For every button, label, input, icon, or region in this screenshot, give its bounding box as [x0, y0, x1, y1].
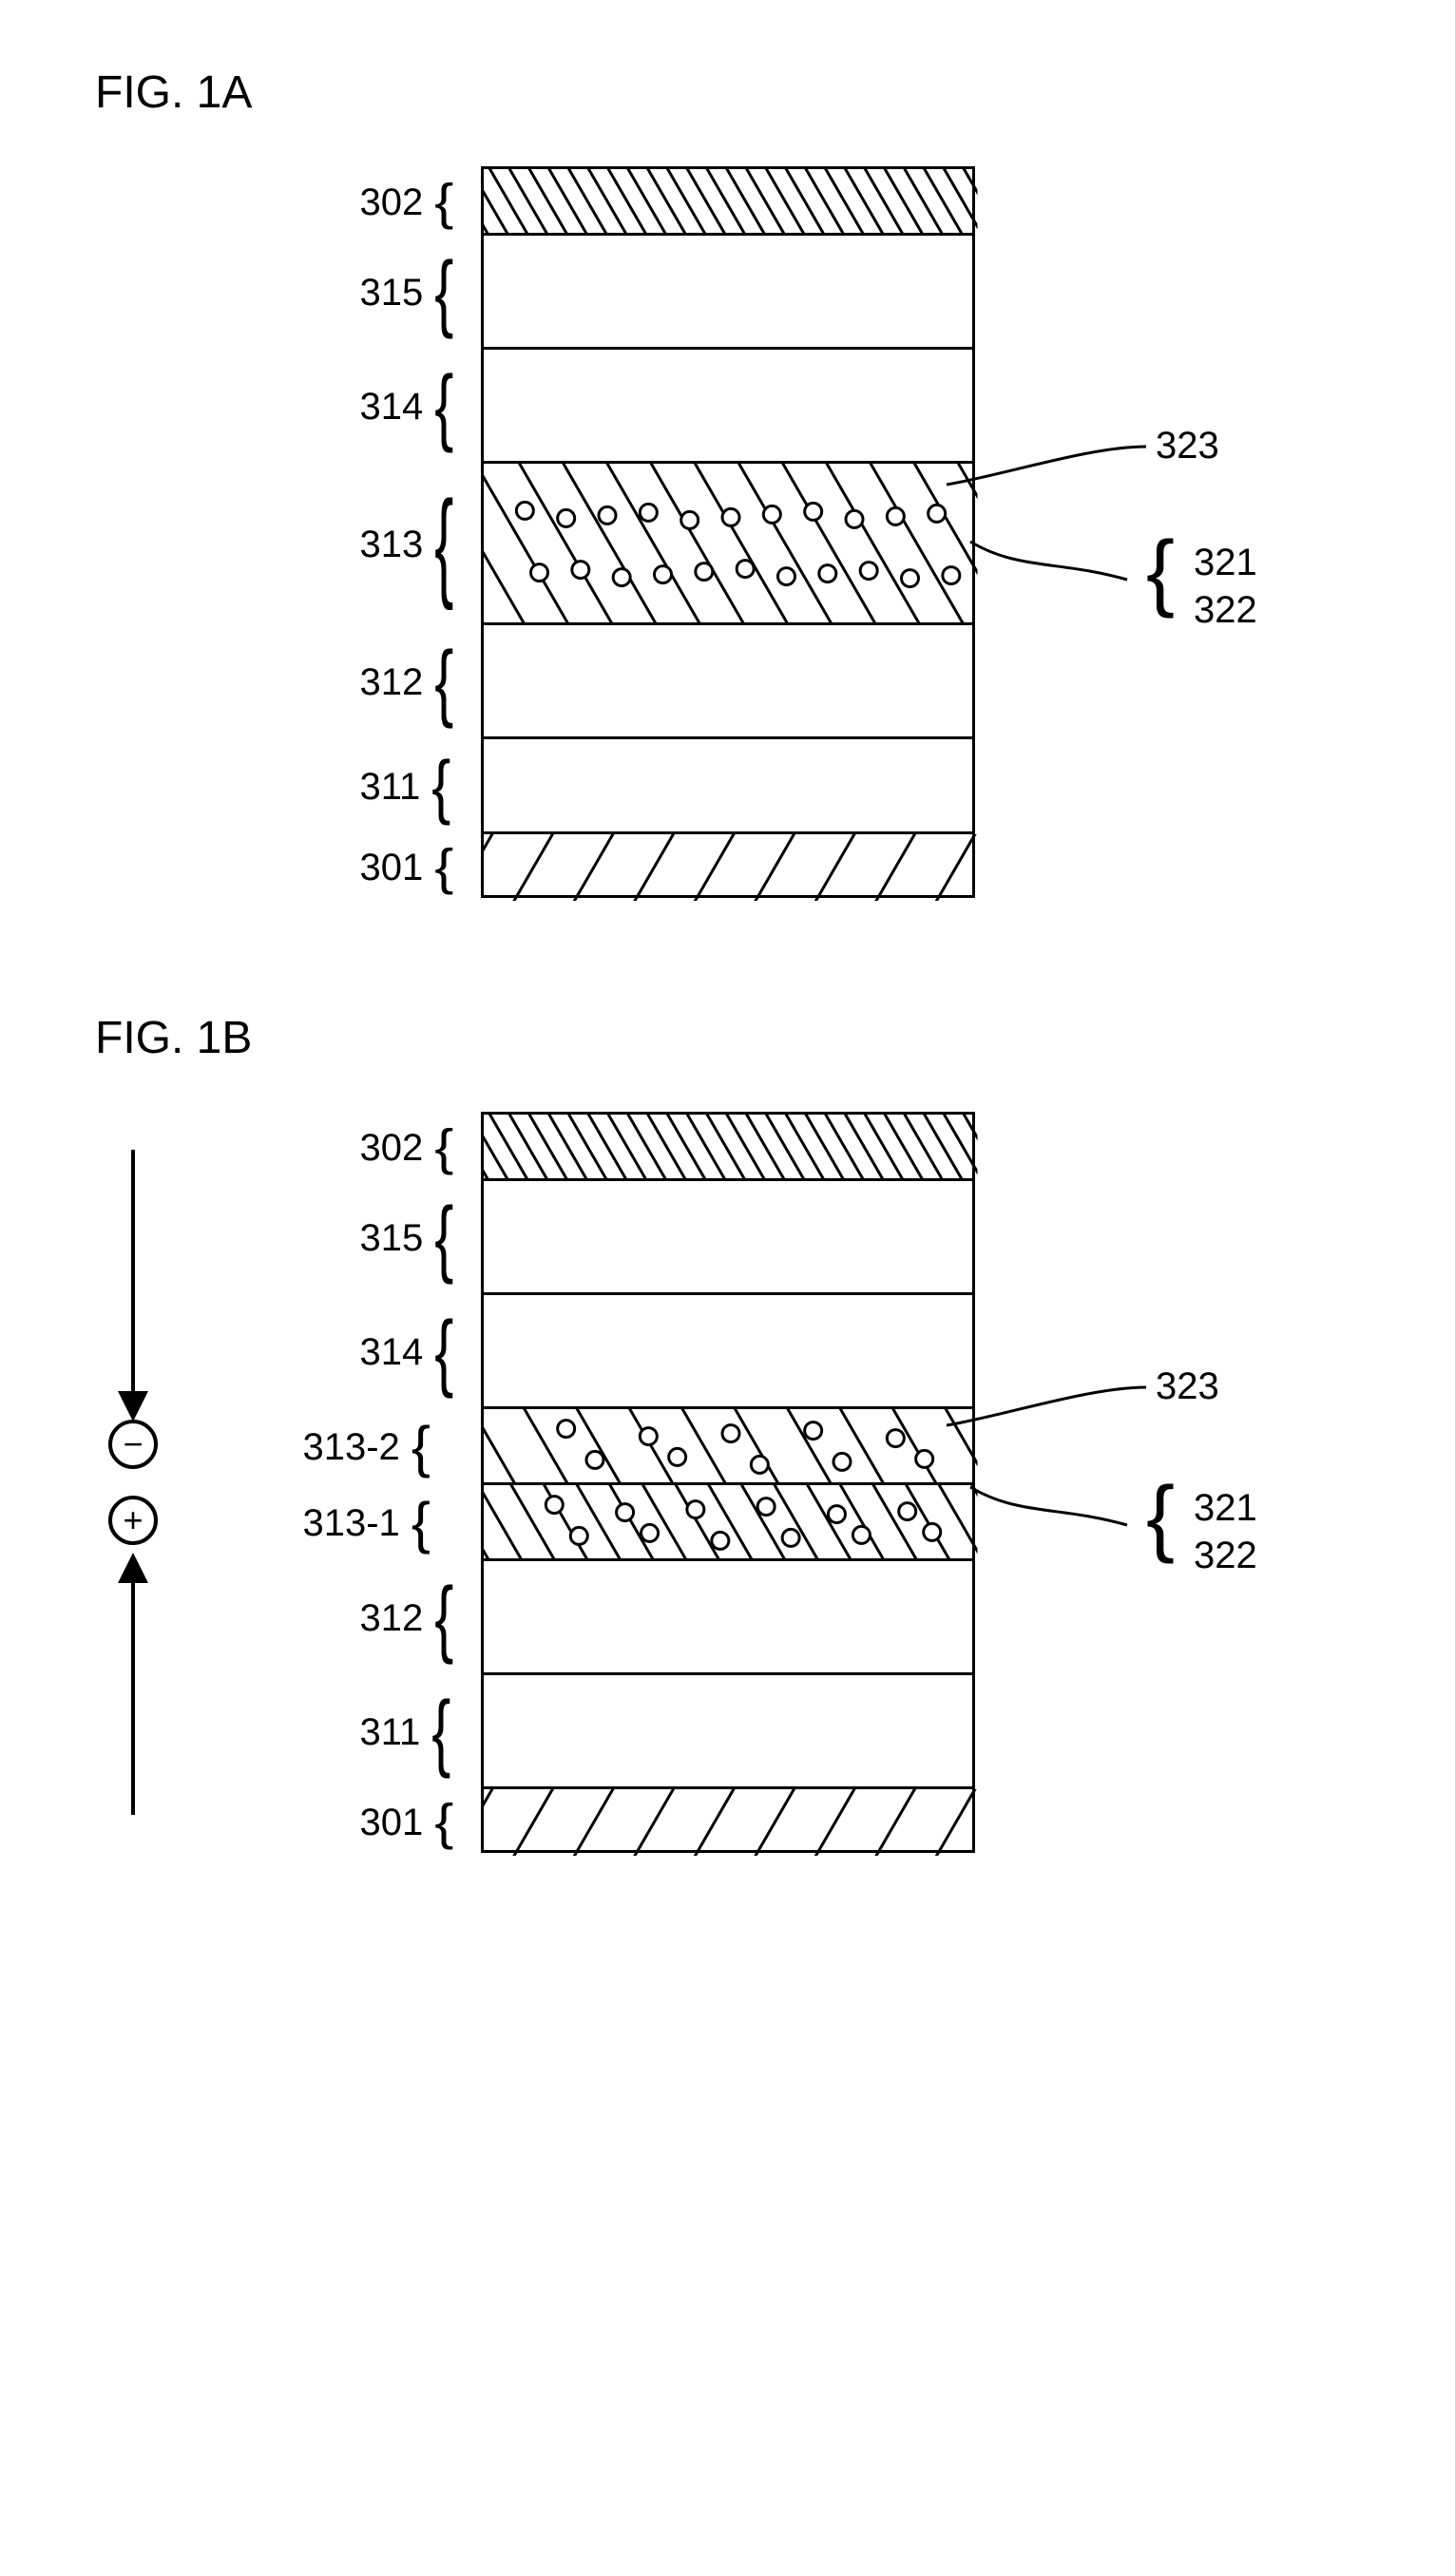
layer-label-313-2: 313-2{	[303, 1409, 431, 1485]
layer-label-313-1: 313-1{	[303, 1485, 431, 1561]
fig-a-wrap: 302{315{314{313{312{311{301{ 323{321322	[38, 166, 1417, 898]
callout-321: 321	[1194, 1487, 1257, 1529]
svg-text:{: {	[1146, 1470, 1175, 1565]
layer-label-312: 312{	[360, 1561, 454, 1675]
layer-label-301: 301{	[360, 1789, 454, 1856]
fig-b-stack: 302{315{314{313-2{313-1{312{311{301{	[481, 1112, 975, 1853]
callout-322: 322	[1194, 589, 1257, 631]
layer-312: 312{	[481, 622, 975, 736]
layer-315: 315{	[481, 233, 975, 347]
fig-b-polarity: −+	[105, 1112, 162, 1853]
fig-b-title: FIG. 1B	[95, 1012, 1417, 1064]
plus-icon: +	[123, 1500, 143, 1539]
layer-313: 313{	[481, 461, 975, 622]
layer-313-1: 313-1{	[481, 1482, 975, 1558]
layer-312: 312{	[481, 1558, 975, 1672]
fig-a-stack: 302{315{314{313{312{311{301{	[481, 166, 975, 898]
layer-311: 311{	[481, 1672, 975, 1786]
layer-label-313: 313{	[360, 464, 454, 625]
layer-label-302: 302{	[360, 1115, 454, 1181]
callout-322: 322	[1194, 1535, 1257, 1576]
layer-label-315: 315{	[360, 1181, 454, 1295]
callout-323: 323	[1156, 1365, 1219, 1407]
layer-314: 314{	[481, 1292, 975, 1406]
layer-311: 311{	[481, 736, 975, 831]
layer-label-302: 302{	[360, 169, 454, 236]
layer-label-311: 311{	[360, 739, 451, 834]
layer-315: 315{	[481, 1178, 975, 1292]
layer-302: 302{	[481, 1112, 975, 1178]
layer-label-314: 314{	[360, 1295, 454, 1409]
layer-313-2: 313-2{	[481, 1406, 975, 1482]
layer-302: 302{	[481, 166, 975, 233]
layer-label-311: 311{	[360, 1675, 451, 1789]
fig-b-wrap: −+ 302{315{314{313-2{313-1{312{311{301{ …	[38, 1112, 1417, 1853]
fig-a-title: FIG. 1A	[95, 67, 1417, 119]
layer-label-314: 314{	[360, 350, 454, 464]
layer-301: 301{	[481, 831, 975, 898]
minus-icon: −	[123, 1424, 143, 1463]
layer-314: 314{	[481, 347, 975, 461]
page: FIG. 1A 302{315{314{313{312{311{301{ 323…	[38, 67, 1417, 1853]
layer-label-315: 315{	[360, 236, 454, 350]
svg-text:{: {	[1146, 525, 1175, 620]
callout-321: 321	[1194, 542, 1257, 583]
layer-label-312: 312{	[360, 625, 454, 739]
layer-label-301: 301{	[360, 834, 454, 901]
layer-301: 301{	[481, 1786, 975, 1853]
callout-323: 323	[1156, 425, 1219, 467]
